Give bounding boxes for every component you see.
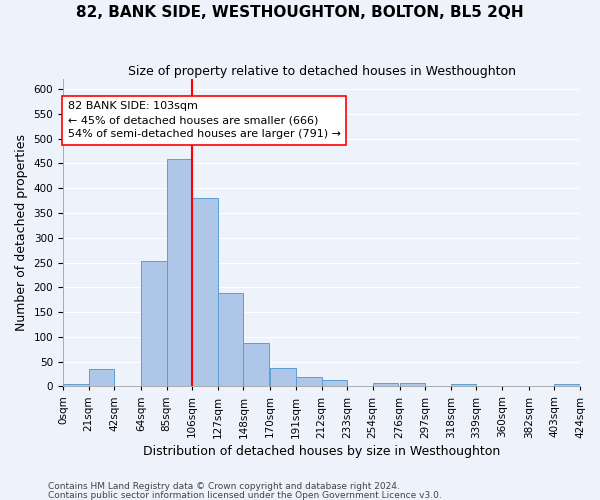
Title: Size of property relative to detached houses in Westhoughton: Size of property relative to detached ho… <box>128 65 515 78</box>
Bar <box>192 198 218 386</box>
Bar <box>271 368 296 386</box>
Bar <box>167 160 192 386</box>
Bar <box>244 343 269 386</box>
Bar <box>322 380 347 386</box>
Bar <box>218 293 244 386</box>
Text: Contains public sector information licensed under the Open Government Licence v3: Contains public sector information licen… <box>48 490 442 500</box>
Bar <box>141 261 167 386</box>
Text: 82 BANK SIDE: 103sqm
← 45% of detached houses are smaller (666)
54% of semi-deta: 82 BANK SIDE: 103sqm ← 45% of detached h… <box>68 102 341 140</box>
Bar <box>400 384 425 386</box>
Bar <box>451 384 476 386</box>
Text: Contains HM Land Registry data © Crown copyright and database right 2024.: Contains HM Land Registry data © Crown c… <box>48 482 400 491</box>
X-axis label: Distribution of detached houses by size in Westhoughton: Distribution of detached houses by size … <box>143 444 500 458</box>
Text: 82, BANK SIDE, WESTHOUGHTON, BOLTON, BL5 2QH: 82, BANK SIDE, WESTHOUGHTON, BOLTON, BL5… <box>76 5 524 20</box>
Y-axis label: Number of detached properties: Number of detached properties <box>15 134 28 332</box>
Bar <box>63 384 89 386</box>
Bar <box>554 384 580 386</box>
Bar <box>296 378 322 386</box>
Bar <box>89 369 114 386</box>
Bar <box>373 383 398 386</box>
